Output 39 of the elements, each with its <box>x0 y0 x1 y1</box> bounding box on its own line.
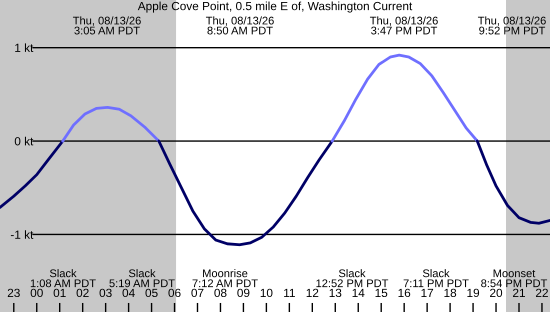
annotation: Moonset 8:54 PM PDT <box>481 269 548 288</box>
annotation: Slack 1:08 AM PDT <box>30 269 96 288</box>
annotation: Slack 12:52 PM PDT <box>316 269 388 288</box>
chart-title: Apple Cove Point, 0.5 mile E of, Washington Current <box>138 2 412 13</box>
x-tick-label: 02 <box>76 288 89 298</box>
x-tick-label: 04 <box>122 288 135 298</box>
annotation: Thu, 08/13/26 9:52 PM PDT <box>478 16 546 34</box>
y-tick-label: 1 kt <box>15 43 34 52</box>
y-tick-label: -1 kt <box>10 230 34 239</box>
x-tick-label: 05 <box>145 288 158 298</box>
x-tick-label: 07 <box>191 288 204 298</box>
annotation: Slack 5:19 AM PDT <box>109 269 175 288</box>
x-tick-label: 00 <box>30 288 43 298</box>
x-tick-label: 15 <box>376 288 388 298</box>
x-tick-label: 14 <box>352 288 364 297</box>
x-tick-label: 19 <box>467 288 480 298</box>
annotation: Moonrise 7:12 AM PDT <box>192 269 258 288</box>
x-tick-label: 16 <box>398 288 410 298</box>
x-tick-label: 11 <box>284 288 295 297</box>
x-tick-label: 09 <box>237 288 250 298</box>
x-tick-label: 23 <box>8 288 20 298</box>
annotation: Thu, 08/13/26 3:05 AM PDT <box>72 16 141 34</box>
annotation: Slack 7:11 PM PDT <box>404 269 469 288</box>
annotation: Thu, 08/13/26 8:50 AM PDT <box>206 16 274 34</box>
x-tick-label: 01 <box>54 288 66 298</box>
annotation: Thu, 08/13/26 3:47 PM PDT <box>370 16 438 34</box>
x-tick-label: 12 <box>306 288 318 297</box>
x-tick-label: 06 <box>168 288 181 298</box>
x-tick-label: 08 <box>214 288 227 298</box>
y-tick-label: 0 kt <box>14 136 34 146</box>
x-tick-label: 17 <box>421 288 434 297</box>
x-tick-label: 22 <box>536 288 548 297</box>
line-series <box>157 140 334 246</box>
x-tick-label: 20 <box>490 288 502 298</box>
x-tick-label: 03 <box>100 288 112 298</box>
x-tick-label: 13 <box>330 288 342 298</box>
x-tick-label: 18 <box>444 288 456 298</box>
x-tick-label: 21 <box>513 288 525 297</box>
x-tick-label: 10 <box>260 288 272 298</box>
